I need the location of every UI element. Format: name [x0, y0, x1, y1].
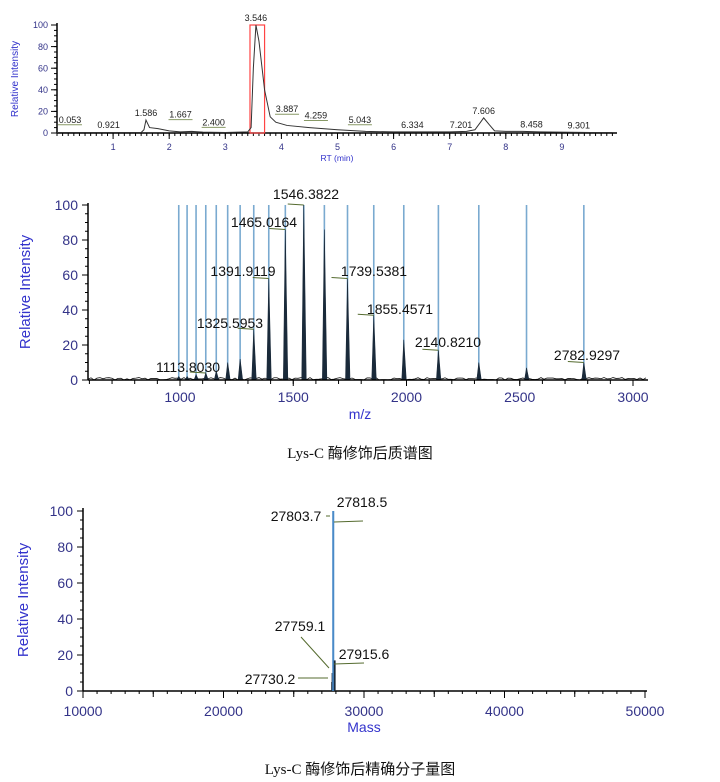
leader-line [301, 637, 329, 668]
peak-label: 6.334 [401, 120, 424, 130]
peak-label: 3.887 [276, 104, 299, 114]
x-tick-label: 6 [391, 142, 396, 152]
highlight-box [250, 25, 265, 133]
y-tick-label: 0 [43, 128, 48, 138]
peak [436, 350, 441, 380]
peak [194, 375, 199, 380]
peak [267, 279, 272, 381]
x-tick-label: 7 [447, 142, 452, 152]
peak [322, 230, 327, 381]
peak-annotation: 2140.8210 [415, 334, 481, 350]
y-axis-label: Relative Intensity [10, 41, 21, 117]
x-tick-label: 2000 [391, 389, 422, 405]
x-tick-label: 1500 [278, 389, 309, 405]
y-tick-label: 0 [65, 683, 73, 699]
peak-label: 3.546 [245, 13, 268, 23]
x-tick-label: 20000 [204, 703, 243, 719]
peak-label: 9.301 [568, 120, 591, 130]
peak [302, 205, 307, 380]
peak-annotation: 1465.0164 [231, 214, 297, 230]
peak-annotation: 1855.4571 [367, 301, 433, 317]
y-axis-label: Relative Intensity [17, 234, 34, 349]
leader-line [334, 521, 363, 522]
y-tick-label: 60 [57, 575, 73, 591]
peak-annotation: 27818.5 [337, 494, 388, 510]
peak [252, 329, 257, 380]
y-tick-label: 60 [38, 63, 48, 73]
x-tick-label: 50000 [626, 703, 665, 719]
x-tick-label: 4 [279, 142, 284, 152]
peak-annotation: 1113.8030 [156, 359, 220, 375]
x-tick-label: 3 [223, 142, 228, 152]
y-tick-label: 20 [62, 337, 78, 353]
y-tick-label: 80 [38, 42, 48, 52]
x-axis-label: RT (min) [321, 153, 354, 163]
peak [226, 363, 231, 381]
peak-annotation: 1546.3822 [273, 186, 339, 202]
peak [402, 340, 407, 380]
x-tick-label: 8 [503, 142, 508, 152]
peak [238, 359, 243, 380]
leader-line [334, 663, 364, 664]
x-tick-label: 9 [559, 142, 564, 152]
y-tick-label: 100 [33, 20, 48, 30]
caption-ms: Lys-C 酶修饰后质谱图 [0, 442, 720, 463]
peak-label: 4.259 [305, 111, 328, 121]
peak-annotation: 1391.9119 [210, 263, 275, 279]
y-tick-label: 20 [38, 107, 48, 117]
peak-annotation: 27803.7 [271, 508, 322, 524]
peak-annotation: 27759.1 [275, 618, 326, 634]
x-tick-label: 2500 [504, 389, 535, 405]
peak-label: 7.606 [472, 106, 495, 116]
peak-label: 2.400 [202, 117, 225, 127]
x-tick-label: 40000 [485, 703, 524, 719]
figure: 0 20 40 60 80 100 1 2 3 4 5 6 7 8 9 RT (min) Relative In… [0, 0, 720, 782]
peak-label: 0.053 [59, 115, 82, 125]
peak-label: 1.586 [135, 108, 158, 118]
peak-annotation: 27915.6 [339, 646, 390, 662]
peak [283, 230, 288, 381]
peak-annotation: 27730.2 [245, 671, 296, 687]
y-tick-label: 100 [50, 503, 74, 519]
peak [582, 363, 587, 381]
peak [525, 368, 530, 380]
y-tick-label: 100 [55, 197, 79, 213]
y-tick-label: 80 [62, 232, 78, 248]
x-tick-label: 1 [111, 142, 116, 152]
y-axis-label: Relative Intensity [15, 542, 32, 657]
peak-label: 0.921 [97, 120, 120, 130]
peak [477, 363, 482, 381]
peak-label: 1.667 [169, 110, 192, 120]
x-tick-label: 30000 [345, 703, 384, 719]
peak-label: 5.043 [349, 115, 372, 125]
y-tick-label: 0 [70, 372, 78, 388]
y-tick-label: 40 [57, 611, 73, 627]
caption-mass: Lys-C 酶修饰后精确分子量图 [0, 758, 720, 779]
peak [346, 279, 351, 381]
x-tick-label: 1000 [164, 389, 195, 405]
y-tick-label: 40 [62, 302, 78, 318]
x-tick-label: 2 [167, 142, 172, 152]
y-tick-label: 40 [38, 85, 48, 95]
x-tick-label: 5 [335, 142, 340, 152]
y-tick-label: 60 [62, 267, 78, 283]
x-axis-label: Mass [347, 719, 380, 735]
leader-line [288, 204, 304, 205]
y-tick-label: 80 [57, 539, 73, 555]
peak-annotation: 1739.5381 [341, 263, 407, 279]
peak-label: 8.458 [520, 119, 543, 129]
peak-annotation: 1325.5953 [197, 315, 263, 331]
peak-annotation: 2782.9297 [554, 347, 620, 363]
y-tick-label: 20 [57, 647, 73, 663]
x-tick-label: 3000 [617, 389, 648, 405]
peak-label: 7.201 [450, 120, 473, 130]
x-axis-label: m/z [349, 406, 372, 422]
x-tick-label: 10000 [64, 703, 103, 719]
peak [372, 315, 377, 380]
